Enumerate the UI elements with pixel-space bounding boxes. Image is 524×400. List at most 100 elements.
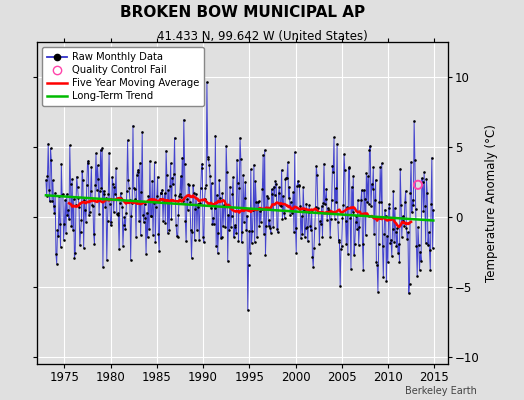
Point — [69, 227, 77, 233]
Point — [213, 250, 222, 256]
Point — [93, 162, 102, 169]
Point — [223, 169, 231, 176]
Point — [148, 177, 157, 184]
Point — [71, 250, 80, 256]
Point — [237, 155, 245, 162]
Point — [107, 218, 116, 225]
Point — [216, 234, 225, 241]
Point — [279, 193, 287, 199]
Point — [408, 196, 417, 203]
Point — [387, 237, 395, 243]
Point — [115, 246, 123, 252]
Point — [146, 158, 154, 164]
Point — [385, 205, 393, 211]
Point — [60, 221, 69, 227]
Point — [246, 249, 254, 256]
Point — [324, 209, 333, 215]
Point — [162, 147, 170, 154]
Point — [80, 197, 89, 204]
Point — [379, 274, 388, 280]
Point — [421, 202, 429, 209]
Point — [274, 229, 282, 236]
Point — [203, 154, 212, 160]
Point — [351, 240, 359, 247]
Point — [157, 190, 165, 196]
Point — [92, 150, 100, 156]
Point — [385, 201, 394, 207]
Point — [54, 233, 62, 239]
Point — [314, 209, 323, 216]
Point — [414, 224, 422, 230]
Point — [399, 218, 408, 225]
Point — [405, 290, 413, 296]
Point — [166, 183, 174, 189]
Point — [193, 226, 201, 233]
Point — [161, 220, 169, 226]
Point — [336, 283, 344, 289]
Point — [140, 201, 149, 207]
Point — [247, 240, 256, 246]
Point — [318, 234, 326, 240]
Point — [244, 307, 252, 313]
Point — [409, 202, 418, 208]
Point — [216, 195, 224, 201]
Point — [263, 192, 271, 199]
Point — [105, 149, 113, 156]
Point — [290, 229, 298, 235]
Point — [354, 241, 363, 248]
Point — [150, 159, 159, 166]
Point — [198, 164, 206, 171]
Point — [100, 191, 108, 198]
Point — [66, 142, 74, 148]
Point — [403, 236, 411, 242]
Point — [239, 218, 248, 225]
Point — [255, 222, 264, 229]
Point — [89, 202, 97, 209]
Point — [67, 223, 75, 230]
Point — [375, 241, 383, 247]
Point — [267, 229, 275, 236]
Point — [406, 190, 414, 196]
Point — [367, 203, 375, 210]
Point — [378, 160, 386, 166]
Point — [224, 212, 233, 218]
Point — [77, 217, 85, 224]
Point — [285, 184, 293, 190]
Point — [152, 204, 160, 210]
Point — [217, 233, 226, 240]
Point — [103, 257, 111, 264]
Point — [264, 194, 272, 201]
Point — [141, 214, 149, 221]
Point — [332, 199, 341, 205]
Point — [401, 198, 409, 205]
Point — [388, 226, 397, 232]
Point — [162, 172, 171, 179]
Point — [79, 177, 87, 184]
Point — [222, 143, 231, 149]
Point — [370, 231, 378, 237]
Point — [342, 241, 351, 247]
Point — [123, 188, 131, 194]
Point — [198, 160, 206, 167]
Point — [170, 134, 179, 141]
Point — [243, 212, 251, 219]
Point — [133, 172, 141, 178]
Point — [265, 217, 274, 224]
Point — [328, 162, 336, 169]
Point — [77, 228, 85, 235]
Point — [172, 222, 180, 228]
Point — [167, 216, 176, 222]
Point — [277, 202, 285, 209]
Point — [301, 234, 309, 240]
Point — [267, 186, 276, 193]
Point — [206, 205, 215, 211]
Point — [429, 207, 438, 213]
Point — [422, 176, 431, 182]
Point — [308, 207, 316, 213]
Point — [311, 204, 320, 210]
Point — [137, 189, 146, 195]
Point — [241, 195, 249, 201]
Point — [397, 202, 405, 208]
Point — [374, 288, 382, 295]
Point — [62, 230, 70, 236]
